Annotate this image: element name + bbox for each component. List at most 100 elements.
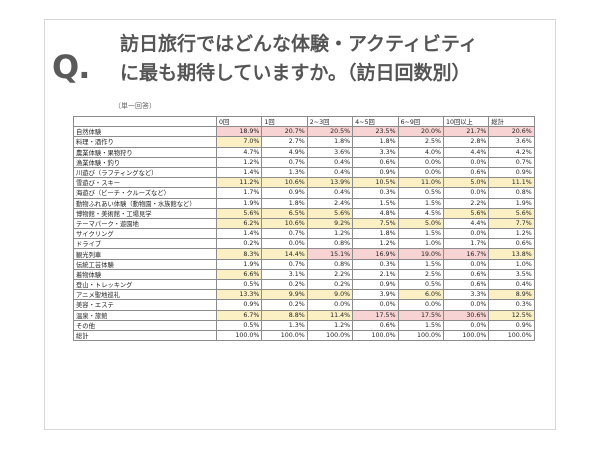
value-cell: 100.0% bbox=[215, 329, 263, 342]
row-label: 動物ふれあい体験（動物園・水族館など） bbox=[73, 197, 217, 209]
table-row: 温泉・旅館 6.7% 8.8% 11.4% 17.5% 17.5% 30.6% 12.5% bbox=[73, 309, 535, 321]
value-cell: 9.2% bbox=[306, 217, 354, 230]
value-cell: 0.9% bbox=[261, 187, 308, 199]
value-cell: 1.5% bbox=[397, 228, 444, 240]
row-label: 雪遊び・スキー bbox=[73, 177, 217, 189]
question-mark-label: Q. bbox=[52, 48, 90, 86]
row-label: 料理・酒作り bbox=[73, 136, 217, 148]
value-cell: 0.9% bbox=[488, 166, 535, 179]
row-label: 海遊び（ビーチ・クルーズなど） bbox=[73, 187, 217, 199]
value-cell: 0.9% bbox=[488, 319, 535, 331]
value-cell: 0.9% bbox=[352, 278, 399, 291]
value-cell: 11.0% bbox=[397, 177, 444, 189]
value-cell: 0.0% bbox=[352, 299, 399, 311]
column-header: 総計 bbox=[488, 115, 535, 128]
value-cell: 3.5% bbox=[488, 268, 535, 281]
value-cell: 0.0% bbox=[442, 258, 490, 270]
value-cell: 100.0% bbox=[442, 329, 490, 342]
table-row: 登山・トレッキング 0.5% 0.2% 0.2% 0.9% 0.5% 0.6% 0.4% bbox=[73, 278, 535, 291]
value-cell: 0.4% bbox=[306, 187, 354, 199]
value-cell: 0.3% bbox=[488, 299, 535, 311]
value-cell: 11.1% bbox=[488, 177, 535, 189]
row-label: 観光列車 bbox=[73, 248, 217, 260]
value-cell: 7.0% bbox=[215, 136, 263, 148]
value-cell: 5.6% bbox=[306, 207, 354, 219]
value-cell: 0.8% bbox=[306, 238, 354, 250]
value-cell: 0.4% bbox=[306, 156, 354, 168]
row-label: 総計 bbox=[73, 329, 217, 342]
value-cell: 6.5% bbox=[261, 207, 308, 219]
value-cell: 6.6% bbox=[215, 268, 263, 281]
value-cell: 1.3% bbox=[261, 319, 308, 331]
value-cell: 0.9% bbox=[215, 299, 263, 311]
value-cell: 2.7% bbox=[261, 136, 308, 148]
table-row: 自然体験 18.9% 20.7% 20.5% 23.5% 20.0% 21.7% 20.6% bbox=[73, 126, 535, 138]
value-cell: 0.0% bbox=[442, 319, 490, 331]
value-cell: 0.3% bbox=[352, 187, 399, 199]
value-cell: 0.5% bbox=[397, 278, 444, 291]
value-cell: 1.8% bbox=[352, 136, 399, 148]
value-cell: 1.2% bbox=[306, 228, 354, 240]
value-cell: 1.2% bbox=[352, 238, 399, 250]
title-line-1: 訪日旅行ではどんな体験・アクティビティ bbox=[120, 33, 478, 55]
table-row: 観光列車 8.3% 14.4% 15.1% 16.9% 19.0% 16.7% 13.8% bbox=[73, 248, 535, 260]
value-cell: 1.5% bbox=[397, 258, 444, 270]
value-cell: 2.5% bbox=[397, 268, 444, 281]
value-cell: 16.7% bbox=[442, 248, 490, 260]
value-cell: 0.8% bbox=[488, 187, 535, 199]
value-cell: 4.4% bbox=[442, 146, 490, 158]
value-cell: 1.8% bbox=[352, 228, 399, 240]
value-cell: 0.7% bbox=[261, 228, 308, 240]
value-cell: 0.7% bbox=[261, 258, 308, 270]
value-cell: 1.5% bbox=[352, 197, 399, 209]
value-cell: 100.0% bbox=[397, 329, 444, 342]
row-label: 温泉・旅館 bbox=[73, 309, 217, 321]
value-cell: 3.6% bbox=[306, 146, 354, 158]
value-cell: 7.7% bbox=[488, 217, 535, 230]
value-cell: 1.4% bbox=[215, 166, 263, 179]
value-cell: 5.6% bbox=[215, 207, 263, 219]
value-cell: 0.2% bbox=[215, 238, 263, 250]
value-cell: 3.6% bbox=[488, 136, 535, 148]
row-label: アニメ聖地巡礼 bbox=[73, 289, 217, 301]
row-label: 自然体験 bbox=[73, 126, 217, 138]
value-cell: 0.8% bbox=[306, 258, 354, 270]
value-cell: 1.5% bbox=[397, 319, 444, 331]
row-label: 着物体験 bbox=[73, 268, 217, 281]
row-label: 博物館・美術館・工場見学 bbox=[73, 207, 217, 219]
value-cell: 10.6% bbox=[261, 217, 308, 230]
value-cell: 0.0% bbox=[397, 156, 444, 168]
table-corner-cell bbox=[73, 115, 217, 128]
value-cell: 100.0% bbox=[488, 329, 535, 342]
value-cell: 13.8% bbox=[488, 248, 535, 260]
value-cell: 0.5% bbox=[215, 319, 263, 331]
value-cell: 100.0% bbox=[352, 329, 399, 342]
row-label: その他 bbox=[73, 319, 217, 331]
value-cell: 5.6% bbox=[488, 207, 535, 219]
row-label: テーマパーク・遊園地 bbox=[73, 217, 217, 230]
value-cell: 0.2% bbox=[306, 278, 354, 291]
value-cell: 0.0% bbox=[442, 299, 490, 311]
value-cell: 12.5% bbox=[488, 309, 535, 321]
value-cell: 15.1% bbox=[306, 248, 354, 260]
value-cell: 19.0% bbox=[397, 248, 444, 260]
value-cell: 4.5% bbox=[397, 207, 444, 219]
title-line-2: に最も期待していますか。（訪日回数別） bbox=[120, 62, 471, 84]
value-cell: 2.5% bbox=[397, 136, 444, 148]
value-cell: 1.9% bbox=[215, 197, 263, 209]
value-cell: 0.4% bbox=[306, 166, 354, 179]
value-cell: 4.4% bbox=[442, 217, 490, 230]
value-cell: 0.0% bbox=[442, 156, 490, 168]
value-cell: 11.2% bbox=[215, 177, 263, 189]
value-cell: 0.6% bbox=[488, 238, 535, 250]
row-label: 川遊び（ラフティングなど） bbox=[73, 166, 217, 179]
value-cell: 20.5% bbox=[306, 126, 354, 138]
table-row: サイクリング 1.4% 0.7% 1.2% 1.8% 1.5% 0.0% 1.2% bbox=[73, 228, 535, 240]
table-row: 海遊び（ビーチ・クルーズなど） 1.7% 0.9% 0.4% 0.3% 0.5% 0.0% 0… bbox=[73, 187, 535, 199]
value-cell: 3.3% bbox=[442, 289, 490, 301]
value-cell: 21.7% bbox=[442, 126, 490, 138]
value-cell: 6.2% bbox=[215, 217, 263, 230]
value-cell: 23.5% bbox=[352, 126, 399, 138]
value-cell: 6.0% bbox=[397, 289, 444, 301]
value-cell: 8.3% bbox=[215, 248, 263, 260]
